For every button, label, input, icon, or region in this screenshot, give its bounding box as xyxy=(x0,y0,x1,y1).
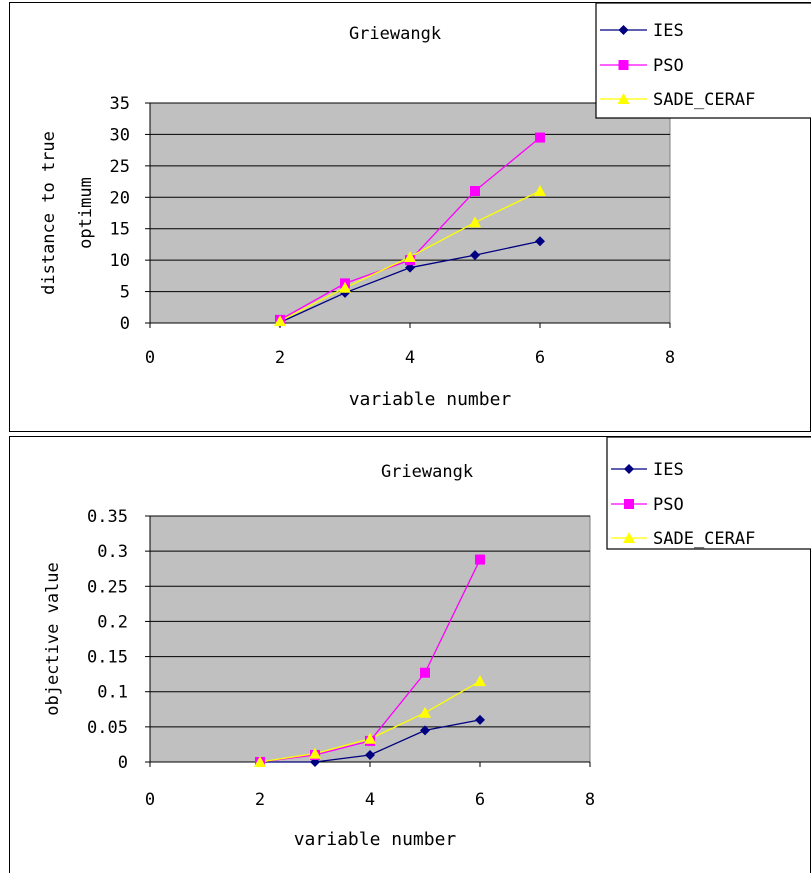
data-point-sade_ceraf xyxy=(254,756,266,767)
data-point-ies xyxy=(475,714,485,725)
data-point-sade_ceraf xyxy=(274,315,286,327)
data-point-sade_ceraf xyxy=(534,185,546,196)
data-point-ies xyxy=(535,236,545,247)
y-tick-label: 15 xyxy=(110,220,130,240)
data-point-sade_ceraf xyxy=(419,706,431,718)
x-tick-label: 2 xyxy=(255,790,265,810)
x-tick-label: 6 xyxy=(475,790,485,810)
y-tick-label: 0.25 xyxy=(87,577,128,597)
data-point-sade_ceraf xyxy=(339,281,351,293)
y-tick-label: 0.3 xyxy=(97,542,128,562)
y-tick-label: 10 xyxy=(110,251,130,271)
y-tick-label: 0.15 xyxy=(87,648,128,668)
y-tick-label: 0.05 xyxy=(87,718,128,738)
chart-panel-bottom: 0 0.05 0.1 0.15 0.2 0.25 0.3 0.35 0 2 4 6 8 Griewangk… xyxy=(9,436,811,873)
data-point-pso xyxy=(420,667,430,678)
plot-area xyxy=(149,515,591,763)
data-point-pso xyxy=(535,132,545,143)
legend-marker xyxy=(618,25,629,35)
x-tick-label: 2 xyxy=(275,348,285,368)
data-point-ies xyxy=(470,250,480,261)
y-tick-label: 25 xyxy=(110,157,130,177)
x-tick-label: 4 xyxy=(365,790,375,810)
data-point-sade_ceraf xyxy=(404,251,416,262)
data-point-sade_ceraf xyxy=(469,216,481,228)
y-tick-label: 5 xyxy=(120,283,130,303)
y-axis-label: distance to true xyxy=(39,131,59,295)
x-tick-label: 6 xyxy=(535,348,545,368)
chart-objective-value: 0 0.05 0.1 0.15 0.2 0.25 0.3 0.35 0 2 4 6 8 Griewangk… xyxy=(43,437,811,850)
data-point-ies xyxy=(420,725,430,736)
y-axis-label: objective value xyxy=(43,562,63,716)
legend-label: SADE_CERAF xyxy=(653,90,755,110)
y-tick-label: 0.2 xyxy=(97,612,128,632)
legend-label: IES xyxy=(653,460,684,480)
data-point-ies xyxy=(405,262,415,273)
chart-panel-top: 0 5 10 15 20 25 30 35 0 2 4 6 8 Griewangk variable num… xyxy=(9,2,811,432)
legend-label: IES xyxy=(653,21,684,41)
data-point-ies xyxy=(365,749,375,760)
x-tick-label: 8 xyxy=(665,348,675,368)
legend-marker xyxy=(624,499,634,509)
y-tick-label: 0 xyxy=(118,753,128,773)
legend-marker xyxy=(618,60,629,70)
legend-label: SADE_CERAF xyxy=(653,529,755,549)
data-point-pso xyxy=(470,186,480,196)
y-axis-label: optimum xyxy=(76,177,96,249)
legend-box xyxy=(606,437,811,550)
chart-title: Griewangk xyxy=(381,462,473,482)
chart-distance-to-optimum: 0 5 10 15 20 25 30 35 0 2 4 6 8 Griewangk variable num… xyxy=(39,3,811,410)
data-point-sade_ceraf xyxy=(309,747,321,759)
legend-marker xyxy=(623,532,635,543)
legend-label: PSO xyxy=(653,56,684,76)
x-tick-label: 4 xyxy=(405,348,415,368)
legend-marker xyxy=(617,93,630,104)
y-tick-label: 30 xyxy=(110,125,130,145)
x-tick-label: 0 xyxy=(145,348,155,368)
data-point-sade_ceraf xyxy=(474,675,486,687)
x-axis-label: variable number xyxy=(294,829,457,850)
data-point-sade_ceraf xyxy=(364,732,376,744)
x-tick-label: 0 xyxy=(145,790,155,810)
chart-title: Griewangk xyxy=(349,24,441,44)
y-tick-label: 35 xyxy=(110,94,130,114)
data-point-pso xyxy=(475,554,485,565)
y-tick-label: 20 xyxy=(110,188,130,208)
y-tick-label: 0 xyxy=(120,314,130,334)
y-tick-label: 0.35 xyxy=(87,507,128,527)
legend-label: PSO xyxy=(653,495,684,515)
x-axis-label: variable number xyxy=(349,389,512,410)
plot-area xyxy=(149,102,671,324)
y-tick-label: 0.1 xyxy=(97,683,128,703)
x-tick-label: 8 xyxy=(585,790,595,810)
legend-marker xyxy=(624,464,634,474)
